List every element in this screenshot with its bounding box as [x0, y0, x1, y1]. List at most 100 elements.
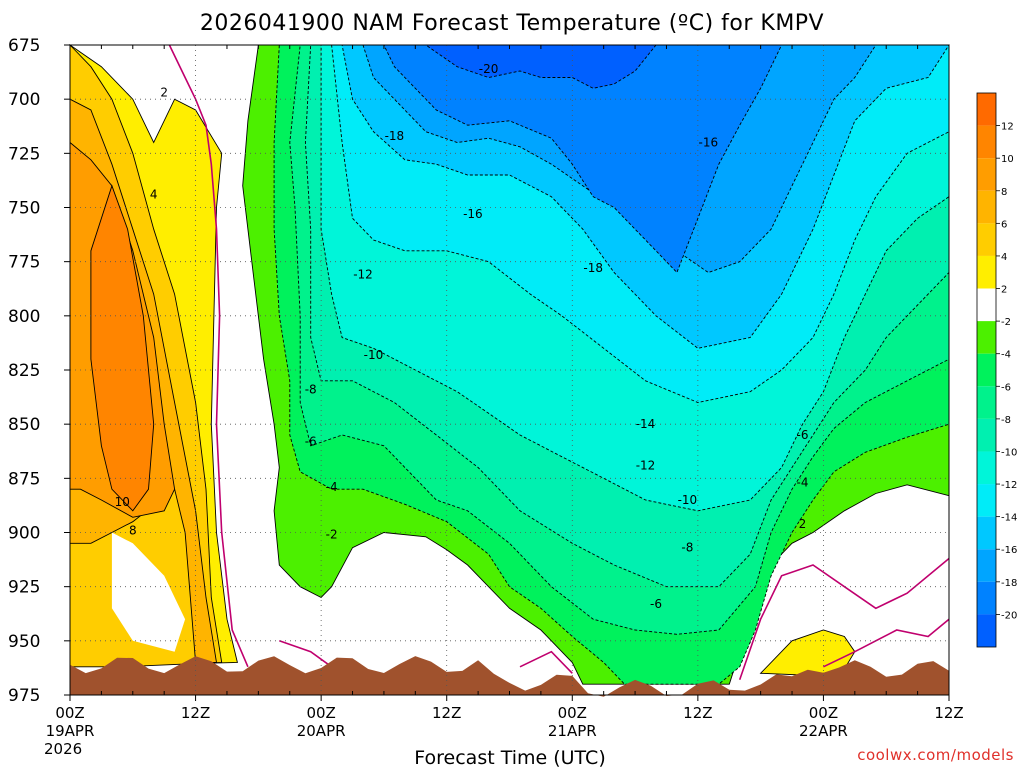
terrain	[70, 656, 949, 697]
colorbar-label-12: -14	[1001, 513, 1017, 524]
colorbar-band-3	[977, 190, 996, 224]
contour-label-16: -12	[636, 458, 656, 472]
colorbar-frame	[976, 92, 997, 648]
filled-regions	[69, 43, 950, 685]
x-tick-label-5: 12Z	[683, 704, 712, 722]
x-tick-label-7: 12Z	[934, 704, 963, 722]
x-tick-date-4: 21APR	[548, 722, 597, 740]
contour-label-22: 2	[799, 517, 807, 531]
contour-label-15: -14	[636, 417, 656, 431]
contour-label-20: -6	[797, 428, 809, 442]
y-tick-label-925: 925	[8, 578, 40, 598]
contour-label-5: -18	[385, 129, 405, 143]
contour-label-7: -16	[463, 207, 483, 221]
contour-label-9: -12	[353, 268, 373, 282]
colorbar-label-2: 8	[1001, 187, 1007, 198]
contour-label-18: -8	[681, 541, 693, 555]
colorbar-label-15: -20	[1001, 610, 1017, 621]
region-cold-18	[383, 44, 783, 274]
x-tick-date-0: 19APR	[46, 722, 95, 740]
contour-label-13: -4	[326, 480, 338, 494]
y-axis: 675 700 725 750 775 800 825 850 875 900 925 950 975	[8, 36, 70, 706]
freezing-line-2	[519, 650, 573, 674]
colorbar-label-7: -4	[1001, 350, 1011, 361]
contour-label-3: 8	[129, 523, 137, 537]
freezing-line-1	[279, 640, 333, 668]
y-tick-label-875: 875	[8, 469, 40, 489]
x-tick-year-0: 2026	[44, 740, 82, 758]
colorbar-band-13	[977, 516, 996, 550]
colorbar-band-4	[977, 223, 996, 256]
y-tick-label-675: 675	[8, 36, 40, 56]
freezing-line	[168, 44, 950, 681]
colorbar-label-0: 12	[1001, 122, 1014, 133]
y-tick-label-950: 950	[8, 632, 40, 652]
contour-label-0: 2	[160, 86, 168, 100]
colorbar-band-7	[977, 321, 996, 354]
colorbar-label-11: -12	[1001, 480, 1017, 491]
contour-label-4: -20	[479, 62, 499, 76]
contour-labels: 2 4 10 8 -20 -18 -16 -16 -18 -12 -10 -8 -6 -4 -2 -14 -12…	[115, 62, 809, 611]
x-tick-label-3: 12Z	[432, 704, 461, 722]
contour-label-17: -10	[678, 493, 698, 507]
freezing-line-0	[168, 44, 249, 668]
colorbar-band-14	[977, 549, 996, 582]
contour-label-19: -6	[650, 597, 662, 611]
x-tick-date-2: 20APR	[297, 722, 346, 740]
colorbar-band-15	[977, 581, 996, 615]
colorbar-label-1: 10	[1001, 154, 1014, 165]
colorbar-band-9	[977, 386, 996, 419]
colorbar-label-10: -10	[1001, 447, 1017, 458]
colorbar-band-2	[977, 158, 996, 191]
contour-label-12: -6	[305, 435, 317, 449]
x-tick-label-1: 12Z	[181, 704, 210, 722]
y-tick-label-975: 975	[8, 686, 40, 706]
colorbar-label-5: 2	[1001, 285, 1007, 296]
colorbar-band-8	[977, 353, 996, 387]
colorbar-label-3: 6	[1001, 219, 1007, 230]
colorbar-band-1	[977, 125, 996, 159]
contour-label-14: -2	[326, 528, 338, 542]
region-cold-20	[424, 44, 657, 89]
credit-link[interactable]: coolwx.com/models	[857, 746, 1014, 764]
contour-label-21: -4	[797, 476, 809, 490]
colorbar-label-8: -6	[1001, 382, 1011, 393]
y-tick-label-825: 825	[8, 361, 40, 381]
grid	[70, 45, 949, 695]
colorbar: 12 10 8 6 4 2 -2 -4 -6 -8 -10 -12 -14 -16 -18 -20	[976, 92, 1017, 648]
y-tick-label-725: 725	[8, 144, 40, 164]
colorbar-band-5	[977, 255, 996, 289]
x-tick-label-0: 00Z	[55, 704, 84, 722]
region-warm-10	[90, 184, 155, 512]
colorbar-label-4: 4	[1001, 252, 1007, 263]
x-tick-date-6: 22APR	[799, 722, 848, 740]
colorbar-band-16	[977, 614, 996, 647]
y-tick-label-750: 750	[8, 199, 40, 219]
freezing-line-4	[823, 618, 950, 668]
contour-label-11: -8	[305, 383, 317, 397]
contour-label-2: 10	[115, 495, 130, 509]
contour-label-6: -16	[699, 136, 719, 150]
colorbar-label-6: -2	[1001, 317, 1011, 328]
colorbar-band-6	[977, 288, 996, 322]
contour-label-8: -18	[583, 261, 603, 275]
colorbar-band-10	[977, 418, 996, 452]
y-tick-label-900: 900	[8, 524, 40, 544]
colorbar-band-12	[977, 484, 996, 517]
freezing-line-3	[738, 557, 950, 681]
y-tick-label-850: 850	[8, 415, 40, 435]
y-tick-label-700: 700	[8, 90, 40, 110]
colorbar-label-14: -18	[1001, 578, 1017, 589]
x-tick-label-2: 00Z	[306, 704, 335, 722]
x-tick-label-4: 00Z	[558, 704, 587, 722]
terrain-surface	[70, 656, 949, 697]
colorbar-band-11	[977, 451, 996, 485]
colorbar-label-9: -8	[1001, 415, 1011, 426]
contour-label-10: -10	[364, 348, 384, 362]
y-tick-label-800: 800	[8, 307, 40, 327]
chart-title: 2026041900 NAM Forecast Temperature (ºC)…	[200, 11, 824, 36]
region-warm-dip-white	[111, 532, 186, 652]
y-tick-label-775: 775	[8, 253, 40, 273]
